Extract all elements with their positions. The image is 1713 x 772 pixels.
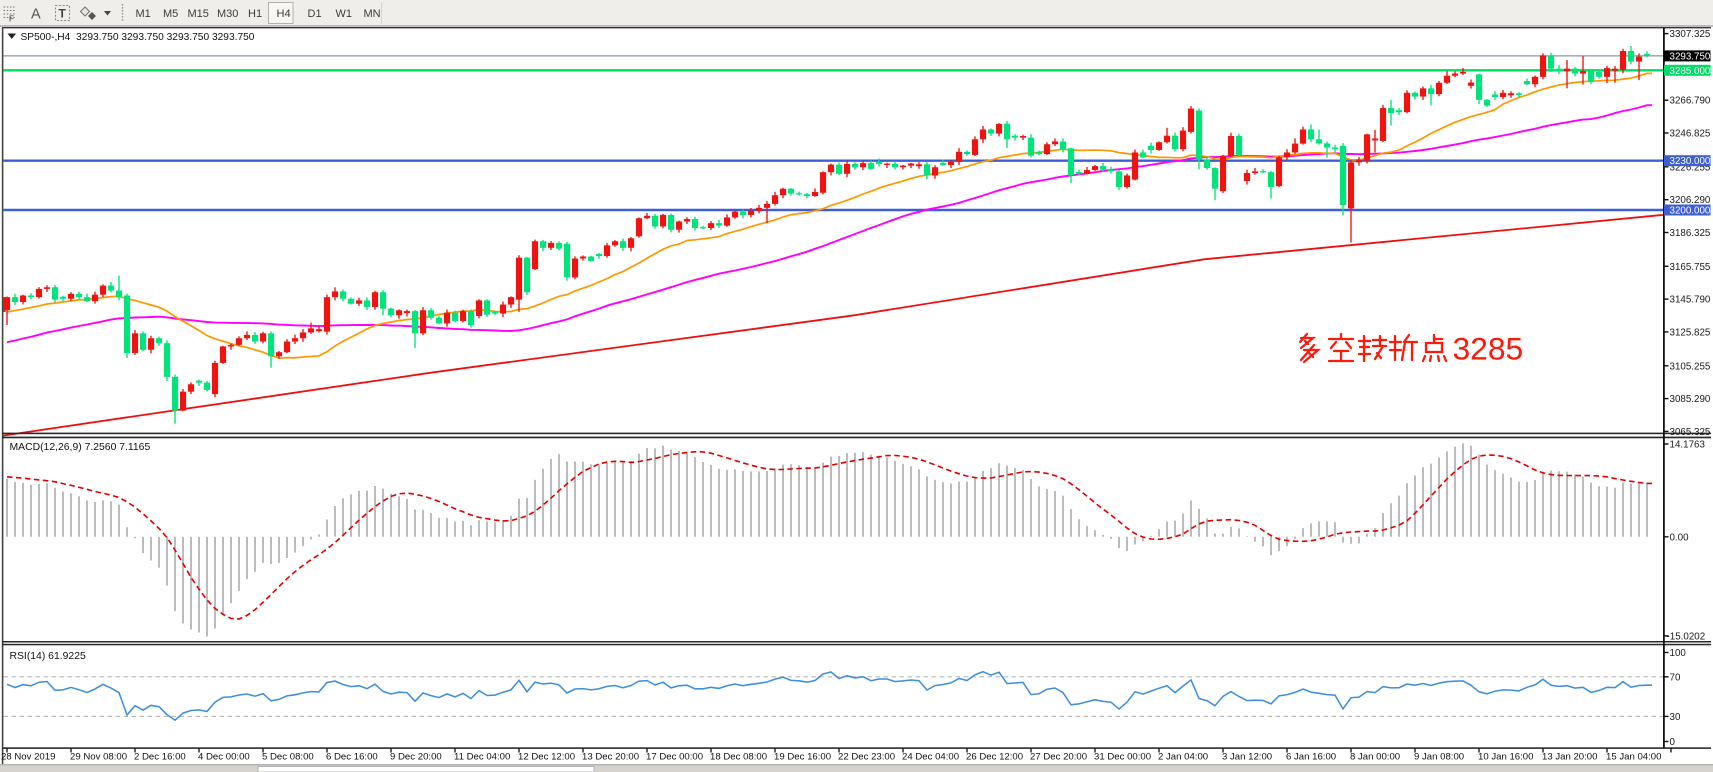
svg-text:3145.790: 3145.790 — [1670, 295, 1711, 306]
svg-text:A: A — [31, 7, 41, 23]
svg-text:RSI(14) 61.9225: RSI(14) 61.9225 — [10, 651, 86, 662]
svg-text:3105.255: 3105.255 — [1670, 361, 1711, 372]
svg-text:3285.000: 3285.000 — [1670, 66, 1711, 77]
svg-text:H1: H1 — [248, 8, 262, 20]
svg-text:22 Dec 23:00: 22 Dec 23:00 — [838, 752, 895, 763]
svg-text:28 Nov 2019: 28 Nov 2019 — [1, 752, 55, 763]
svg-text:F: F — [9, 15, 14, 24]
svg-text:18 Dec 08:00: 18 Dec 08:00 — [710, 752, 767, 763]
svg-text:M5: M5 — [163, 8, 178, 20]
svg-text:H4: H4 — [277, 8, 291, 20]
svg-text:D1: D1 — [308, 8, 322, 20]
svg-text:19 Dec 16:00: 19 Dec 16:00 — [774, 752, 831, 763]
svg-text:3165.755: 3165.755 — [1670, 262, 1711, 273]
svg-text:3285: 3285 — [1453, 331, 1524, 367]
svg-text:-15.0202: -15.0202 — [1667, 631, 1706, 642]
svg-text:13 Jan 20:00: 13 Jan 20:00 — [1542, 752, 1597, 763]
svg-text:9 Jan 08:00: 9 Jan 08:00 — [1414, 752, 1464, 763]
svg-text:29 Nov 08:00: 29 Nov 08:00 — [70, 752, 127, 763]
svg-text:2 Jan 04:00: 2 Jan 04:00 — [1158, 752, 1208, 763]
svg-text:13 Dec 20:00: 13 Dec 20:00 — [582, 752, 639, 763]
svg-text:26 Dec 12:00: 26 Dec 12:00 — [966, 752, 1023, 763]
svg-text:3 Jan 12:00: 3 Jan 12:00 — [1222, 752, 1272, 763]
svg-text:3226.255: 3226.255 — [1670, 162, 1711, 173]
svg-text:6 Jan 16:00: 6 Jan 16:00 — [1286, 752, 1336, 763]
svg-text:M1: M1 — [136, 8, 151, 20]
svg-text:4 Dec 00:00: 4 Dec 00:00 — [198, 752, 250, 763]
svg-text:MN: MN — [364, 8, 381, 20]
svg-text:3246.825: 3246.825 — [1670, 129, 1711, 140]
svg-text:8 Jan 00:00: 8 Jan 00:00 — [1350, 752, 1400, 763]
svg-text:30: 30 — [1670, 712, 1681, 723]
svg-text:M15: M15 — [188, 8, 209, 20]
svg-text:70: 70 — [1670, 672, 1681, 683]
svg-text:6 Dec 16:00: 6 Dec 16:00 — [326, 752, 378, 763]
svg-text:3186.325: 3186.325 — [1670, 228, 1711, 239]
svg-text:31 Dec 00:00: 31 Dec 00:00 — [1094, 752, 1151, 763]
svg-text:SP500-,H4 3293.750 3293.750 3: SP500-,H4 3293.750 3293.750 3293.750 329… — [21, 32, 255, 43]
svg-text:3125.825: 3125.825 — [1670, 327, 1711, 338]
svg-text:2 Dec 16:00: 2 Dec 16:00 — [134, 752, 186, 763]
svg-text:0.00: 0.00 — [1670, 532, 1690, 543]
svg-text:27 Dec 20:00: 27 Dec 20:00 — [1030, 752, 1087, 763]
svg-text:3266.790: 3266.790 — [1670, 96, 1711, 107]
svg-text:T: T — [59, 7, 67, 21]
svg-text:0: 0 — [1670, 737, 1676, 748]
svg-text:100: 100 — [1670, 648, 1687, 659]
svg-text:11 Dec 04:00: 11 Dec 04:00 — [454, 752, 510, 763]
svg-text:3307.325: 3307.325 — [1670, 29, 1711, 40]
svg-text:24 Dec 04:00: 24 Dec 04:00 — [902, 752, 959, 763]
svg-text:3065.325: 3065.325 — [1670, 427, 1711, 438]
svg-text:3293.750: 3293.750 — [1670, 51, 1711, 62]
svg-text:MACD(12,26,9) 7.2560 7.1165: MACD(12,26,9) 7.2560 7.1165 — [10, 442, 151, 453]
svg-text:M30: M30 — [217, 8, 238, 20]
svg-text:3206.290: 3206.290 — [1670, 195, 1711, 206]
svg-text:17 Dec 00:00: 17 Dec 00:00 — [646, 752, 703, 763]
svg-text:12 Dec 12:00: 12 Dec 12:00 — [518, 752, 575, 763]
svg-text:15 Jan 04:00: 15 Jan 04:00 — [1606, 752, 1661, 763]
svg-text:3230.000: 3230.000 — [1670, 156, 1711, 167]
svg-text:3200.000: 3200.000 — [1670, 206, 1711, 217]
svg-text:14.1763: 14.1763 — [1670, 440, 1706, 451]
svg-text:3085.290: 3085.290 — [1670, 394, 1711, 405]
svg-text:9 Dec 20:00: 9 Dec 20:00 — [390, 752, 442, 763]
svg-text:5 Dec 08:00: 5 Dec 08:00 — [262, 752, 314, 763]
svg-text:W1: W1 — [336, 8, 353, 20]
svg-text:10 Jan 16:00: 10 Jan 16:00 — [1478, 752, 1533, 763]
